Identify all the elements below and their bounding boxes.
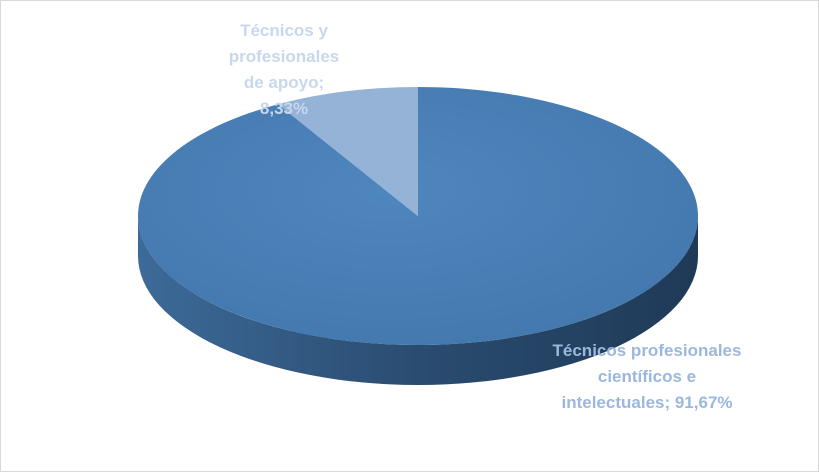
pie-slice bbox=[138, 87, 698, 345]
data-label-line: científicos e bbox=[598, 367, 696, 386]
data-label-line: 8,33% bbox=[260, 99, 308, 118]
data-label-line: de apoyo; bbox=[244, 73, 324, 92]
pie-slice bbox=[278, 87, 418, 216]
data-label: Técnicos y profesionales de apoyo; 8,33% bbox=[229, 21, 340, 118]
pie: Técnicos profesionales científicos e intel… bbox=[138, 21, 741, 412]
data-label-line: intelectuales; 91,67% bbox=[561, 393, 732, 412]
data-label: Técnicos profesionales científicos e intel… bbox=[553, 341, 742, 412]
data-label-line: Técnicos y bbox=[240, 21, 328, 40]
data-label-line: Técnicos profesionales bbox=[553, 341, 742, 360]
pie-side bbox=[138, 216, 698, 385]
data-label-line: profesionales bbox=[229, 47, 340, 66]
